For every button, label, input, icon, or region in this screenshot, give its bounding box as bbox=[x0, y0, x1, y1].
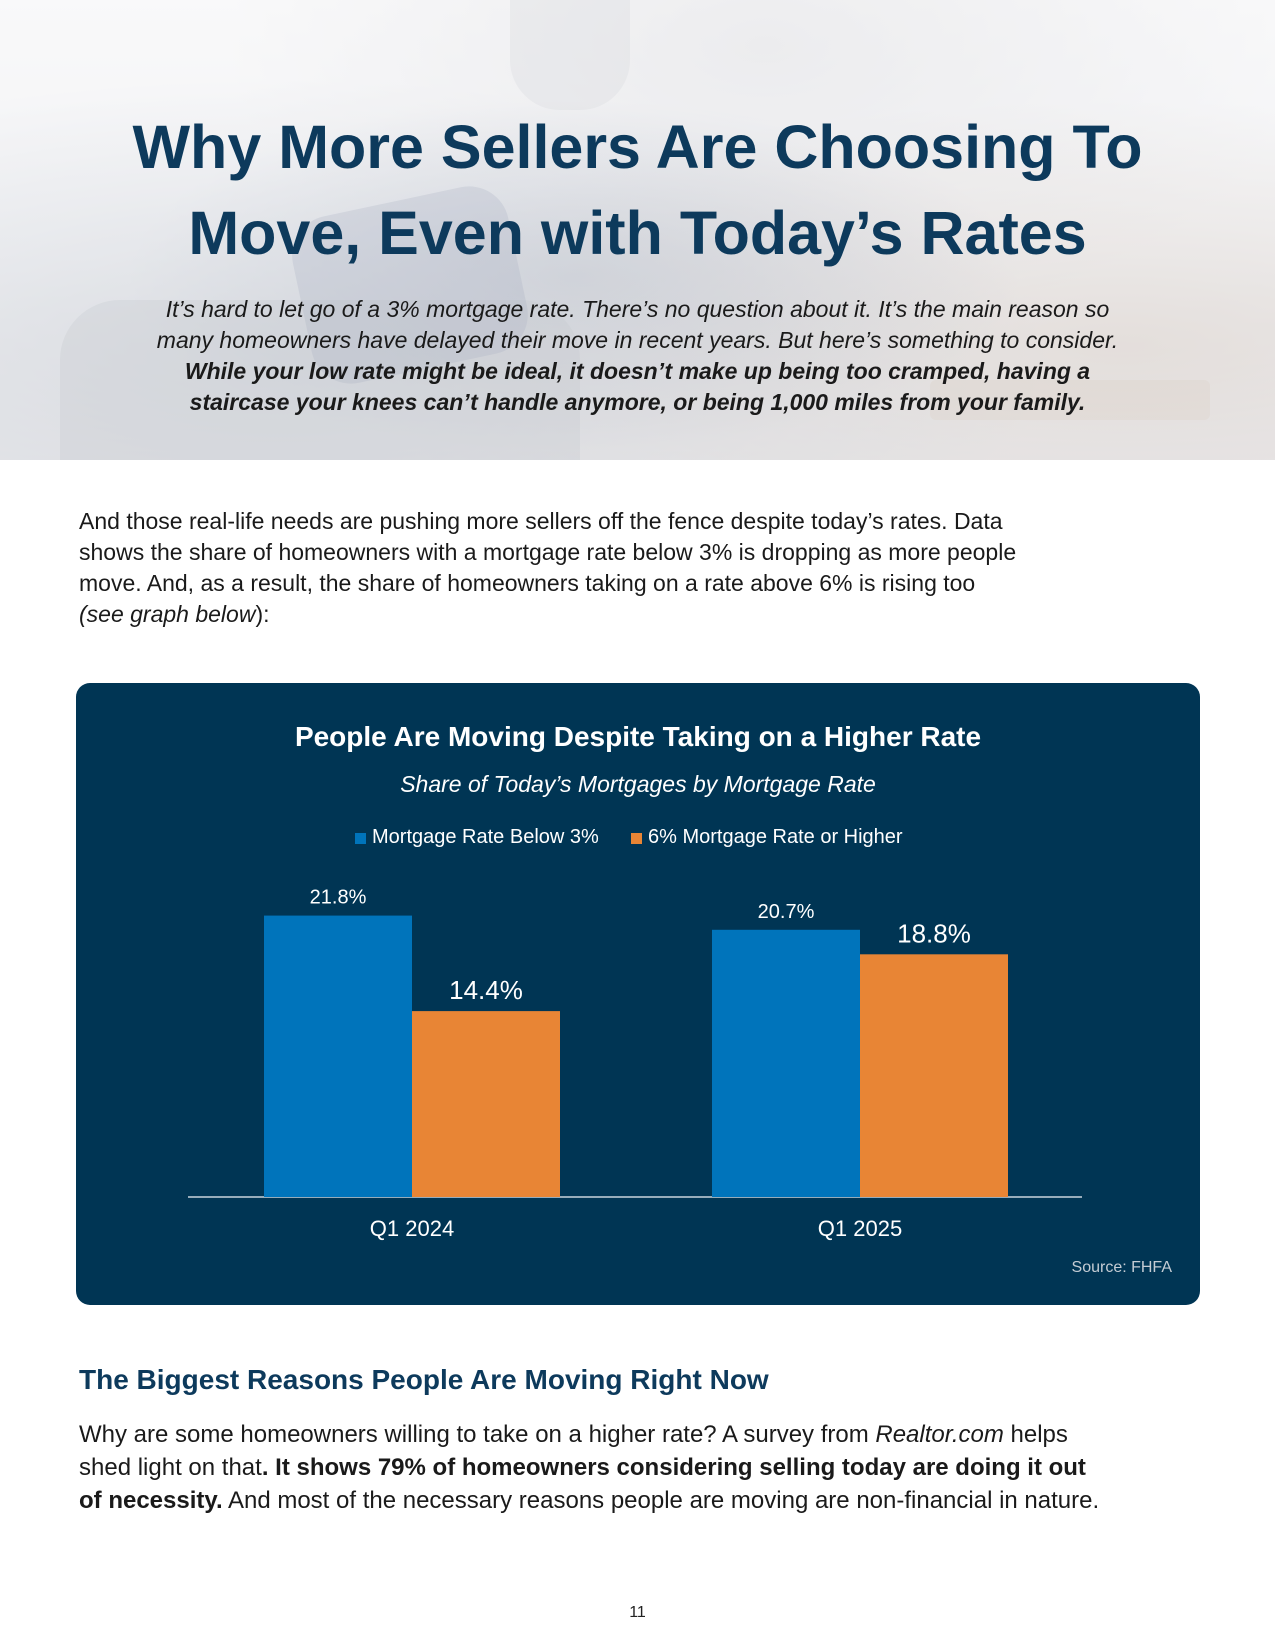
page-number: 11 bbox=[629, 1604, 646, 1621]
section-heading: The Biggest Reasons People Are Moving Ri… bbox=[79, 1364, 769, 1395]
para2-line-3-end: And most of the necessary reasons people… bbox=[222, 1487, 1100, 1514]
bar-series2-q1-2025 bbox=[860, 954, 1008, 1197]
chart-card: People Are Moving Despite Taking on a Hi… bbox=[76, 683, 1200, 1305]
para1-line-1: And those real-life needs are pushing mo… bbox=[79, 508, 1003, 534]
intro-line-1: It’s hard to let go of a 3% mortgage rat… bbox=[165, 296, 1110, 322]
hero-banner bbox=[0, 0, 1275, 460]
data-label-series2-q1-2025: 18.8% bbox=[897, 918, 971, 948]
para2-line-1-start: Why are some homeowners willing to take … bbox=[79, 1421, 876, 1448]
para2-line-1-end: helps bbox=[1003, 1421, 1068, 1448]
para1-line-3: move. And, as a result, the share of hom… bbox=[79, 570, 976, 596]
hero-sofa-shape bbox=[60, 300, 580, 460]
para2-line-2-bold: . It shows 79% of homeowners considering… bbox=[261, 1454, 1086, 1481]
intro-bold-line-2: staircase your knees can’t handle anymor… bbox=[189, 389, 1086, 415]
hero-table-shape bbox=[930, 380, 1210, 420]
legend-label-below-3: Mortgage Rate Below 3% bbox=[372, 826, 599, 848]
legend-swatch-6-or-higher bbox=[631, 833, 642, 844]
intro-paragraph: It’s hard to let go of a 3% mortgage rat… bbox=[80, 294, 1195, 418]
hero-overlay bbox=[0, 0, 1275, 460]
x-tick-q1-2025: Q1 2025 bbox=[818, 1216, 902, 1241]
chart-title: People Are Moving Despite Taking on a Hi… bbox=[295, 721, 981, 752]
bar-chart: People Are Moving Despite Taking on a Hi… bbox=[188, 721, 1173, 1276]
para1-italic: (see graph below bbox=[79, 601, 256, 627]
legend-swatch-below-3 bbox=[355, 833, 366, 844]
para1-end: ): bbox=[255, 601, 270, 627]
para1-line-2: shows the share of homeowners with a mor… bbox=[79, 539, 1017, 565]
intro-bold-line-1: While your low rate might be ideal, it d… bbox=[184, 358, 1091, 384]
data-label-series1-q1-2024: 21.8% bbox=[310, 887, 367, 909]
x-tick-q1-2024: Q1 2024 bbox=[370, 1216, 454, 1241]
bar-series2-q1-2024 bbox=[412, 1011, 560, 1197]
body-paragraph-2: Why are some homeowners willing to take … bbox=[79, 1418, 1209, 1517]
bar-series1-q1-2024 bbox=[264, 915, 412, 1197]
para2-line-3-bold: of necessity. bbox=[79, 1487, 223, 1514]
title-line-2: Move, Even with Today’s Rates bbox=[188, 199, 1087, 267]
hero-vase-shape bbox=[510, 0, 630, 110]
legend-label-6-or-higher: 6% Mortgage Rate or Higher bbox=[648, 826, 903, 848]
body-paragraph-1: And those real-life needs are pushing mo… bbox=[79, 506, 1209, 630]
title-line-1: Why More Sellers Are Choosing To bbox=[132, 113, 1143, 181]
data-label-series2-q1-2024: 14.4% bbox=[449, 975, 523, 1005]
page-title: Why More Sellers Are Choosing To Move, E… bbox=[40, 104, 1235, 276]
chart-source: Source: FHFA bbox=[1072, 1259, 1173, 1276]
para2-realtor-italic: Realtor.com bbox=[875, 1421, 1004, 1448]
data-label-series1-q1-2025: 20.7% bbox=[758, 901, 815, 923]
bars-layer: 21.8% 14.4% 20.7% 18.8% bbox=[264, 887, 1008, 1197]
bar-series1-q1-2025 bbox=[712, 929, 860, 1197]
para2-line-2-start: shed light on that bbox=[79, 1454, 262, 1481]
intro-line-2: many homeowners have delayed their move … bbox=[156, 327, 1119, 353]
chart-subtitle: Share of Today’s Mortgages by Mortgage R… bbox=[400, 771, 876, 797]
